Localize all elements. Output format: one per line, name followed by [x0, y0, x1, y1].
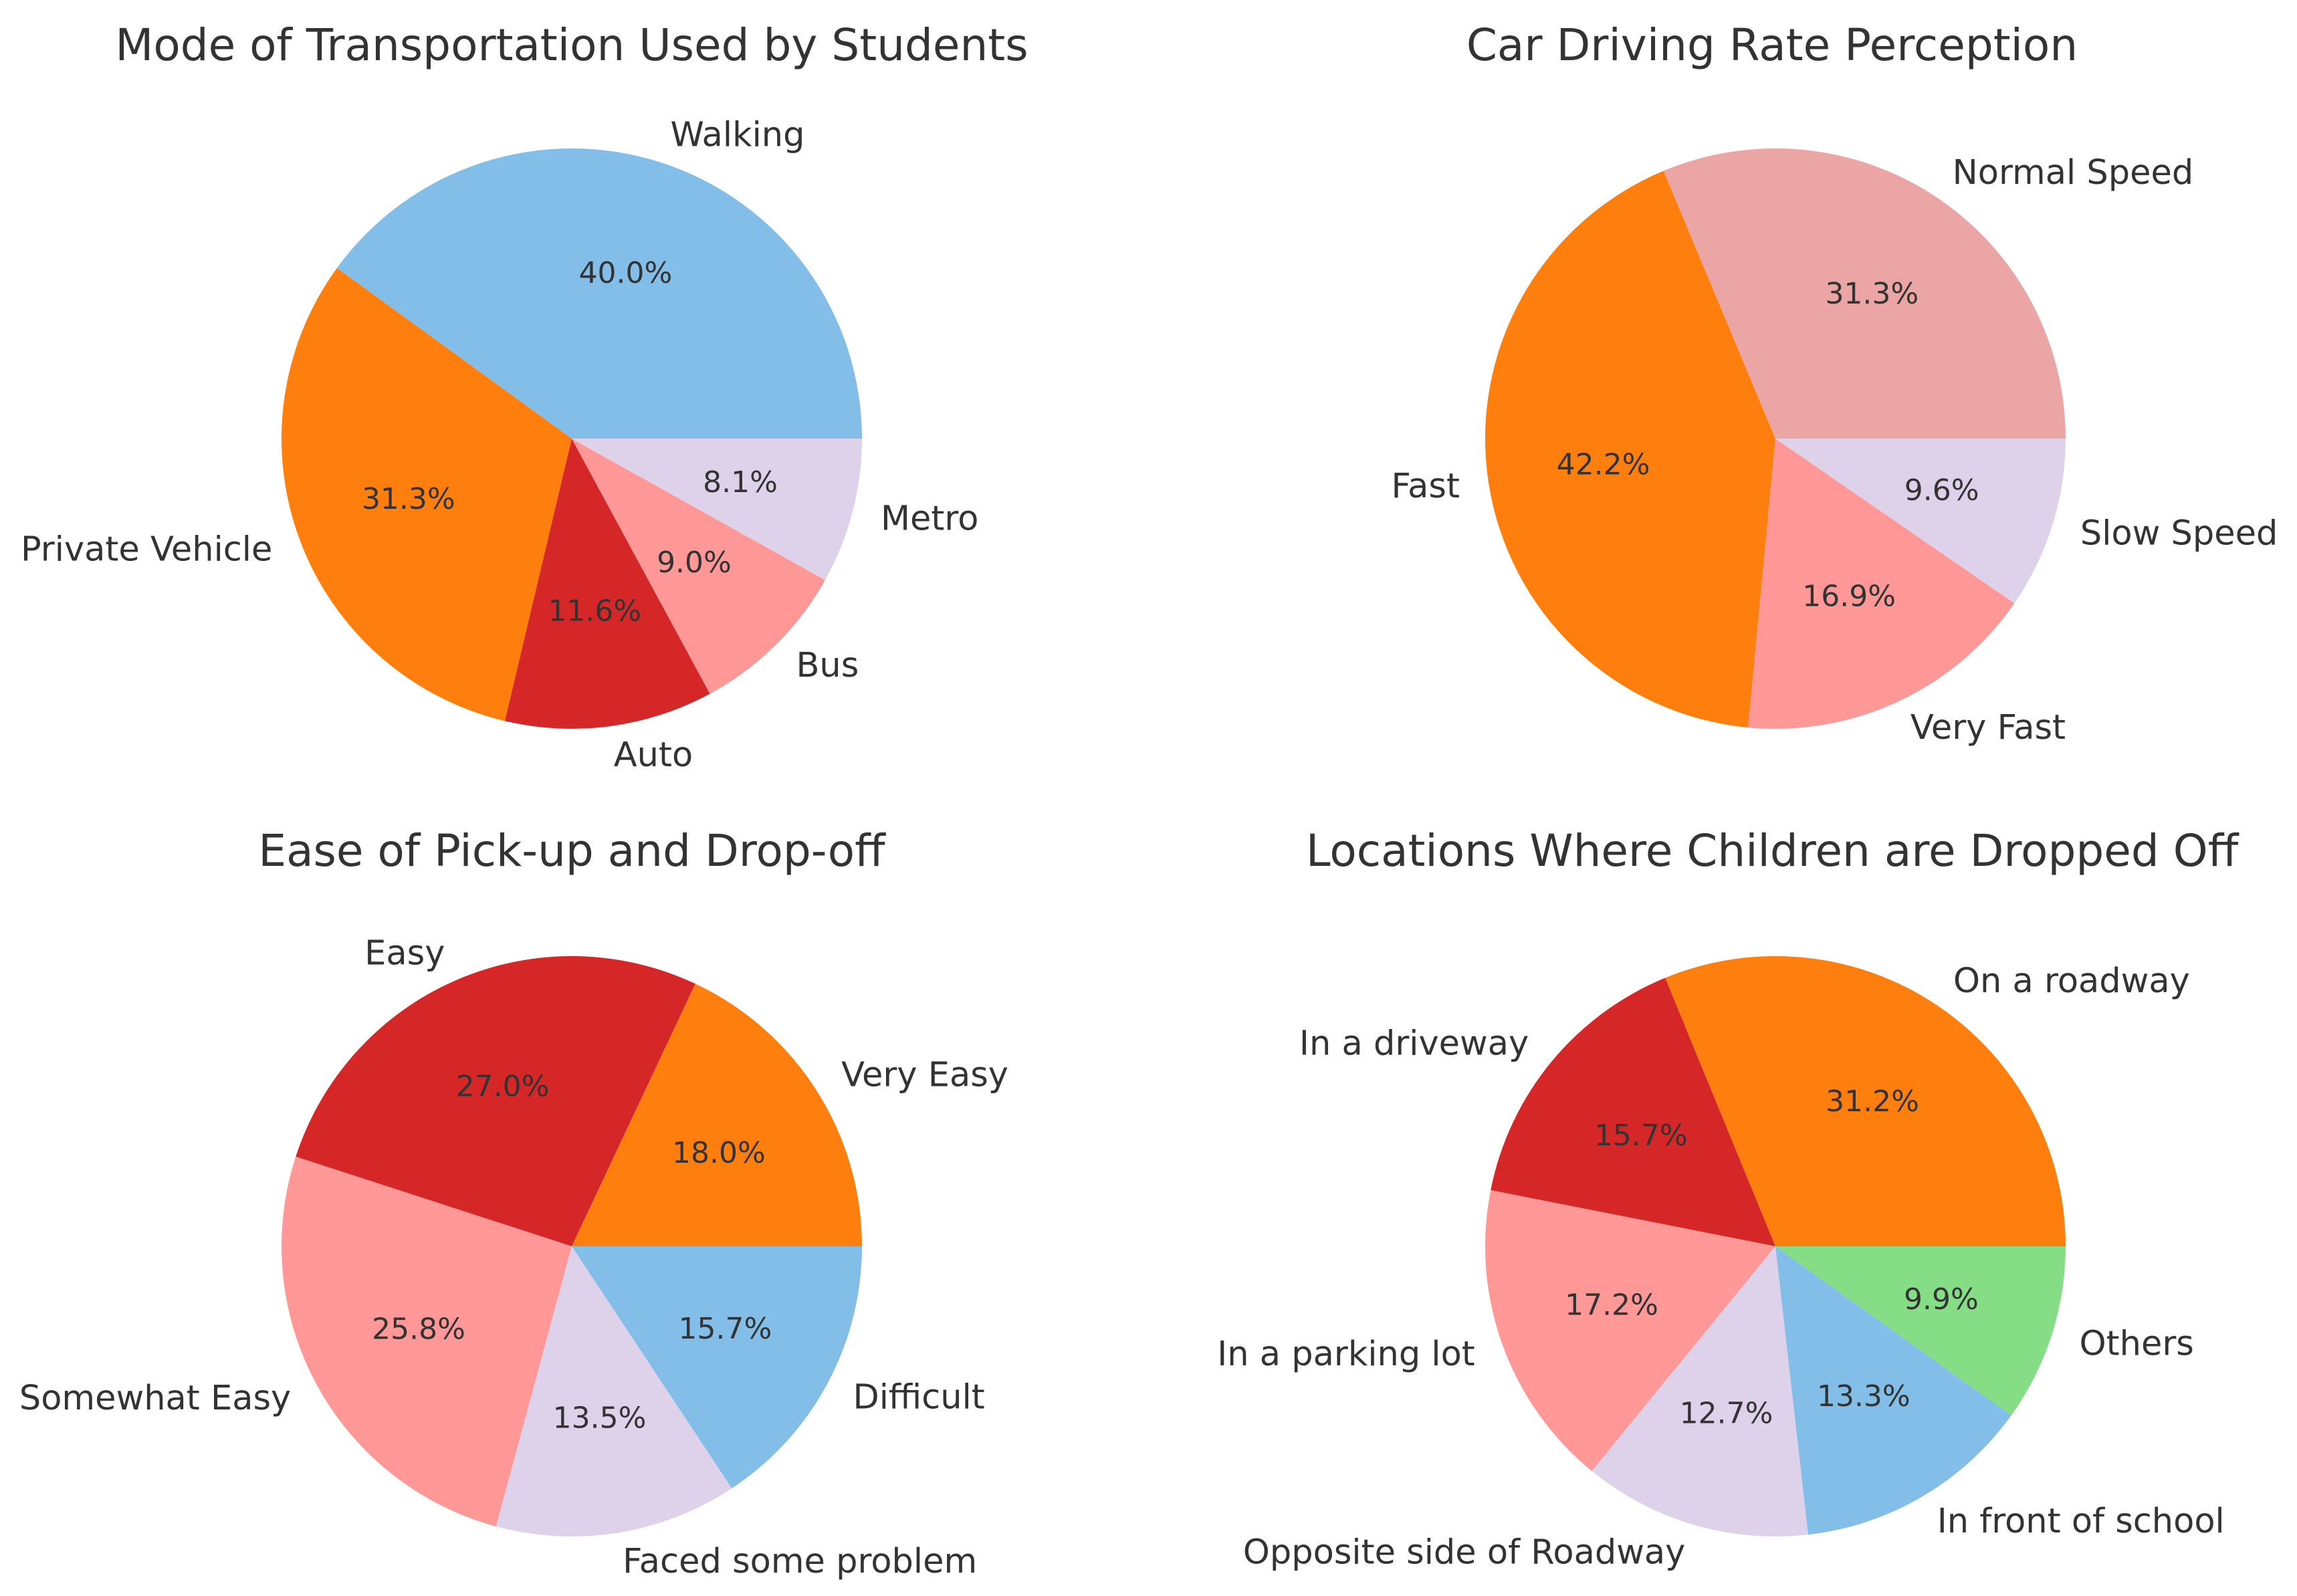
slice-label-slow-speed: Slow Speed: [2080, 514, 2278, 553]
percent-label-fast: 42.2%: [1557, 448, 1650, 482]
slice-label-metro: Metro: [881, 499, 978, 539]
pie-slice-auto: [505, 439, 710, 729]
percent-label-on-a-roadway: 31.2%: [1826, 1085, 1919, 1119]
percent-label-somewhat-easy: 25.8%: [372, 1313, 465, 1347]
pie-slice-very-easy: [572, 984, 862, 1246]
slice-label-in-a-parking-lot: In a parking lot: [1217, 1335, 1475, 1374]
pie-slice-somewhat-easy: [282, 1156, 572, 1526]
chart-title: Locations Where Children are Dropped Off: [1306, 825, 2239, 877]
pie-slices: [282, 956, 862, 1536]
slice-label-difficult: Difficult: [853, 1378, 984, 1417]
slice-label-faced-some-problem: Faced some problem: [623, 1542, 977, 1581]
pie-slice-in-a-driveway: [1491, 978, 1775, 1246]
percent-label-auto: 11.6%: [548, 594, 641, 629]
chart-ease-of-pickup: Ease of Pick-up and Drop-off Very Easy 18…: [19, 825, 1008, 1581]
percent-label-in-a-parking-lot: 17.2%: [1565, 1288, 1658, 1323]
percent-label-others: 9.9%: [1904, 1282, 1979, 1317]
percent-label-slow-speed: 9.6%: [1904, 473, 1979, 507]
pie-slice-fast: [1485, 170, 1775, 728]
percent-label-difficult: 15.7%: [678, 1312, 772, 1346]
pie-slice-difficult: [572, 1246, 862, 1488]
percent-label-faced-some-problem: 13.5%: [553, 1401, 647, 1436]
slice-label-others: Others: [2079, 1325, 2193, 1364]
percent-label-in-a-driveway: 15.7%: [1594, 1119, 1688, 1153]
pie-slice-faced-some-problem: [496, 1246, 732, 1536]
pie-slice-in-a-parking-lot: [1485, 1189, 1775, 1472]
slice-label-in-a-driveway: In a driveway: [1299, 1024, 1529, 1063]
pie-slices: [1485, 956, 2066, 1536]
pie-slices: [1485, 148, 2066, 729]
chart-drop-off-locations: Locations Where Children are Dropped Off…: [1217, 825, 2239, 1573]
pie-slice-on-a-roadway: [1665, 956, 2066, 1246]
pie-slice-normal-speed: [1663, 148, 2066, 439]
pie-slice-bus: [572, 439, 825, 694]
percent-label-in-front-of-school: 13.3%: [1817, 1379, 1910, 1413]
chart-title: Ease of Pick-up and Drop-off: [258, 825, 886, 877]
pie-slice-walking: [336, 148, 863, 439]
percent-label-bus: 9.0%: [657, 546, 732, 580]
percent-label-very-fast: 16.9%: [1802, 579, 1896, 613]
pie-slice-private-vehicle: [282, 267, 572, 721]
pie-slice-in-front-of-school: [1775, 1246, 2011, 1535]
percent-label-metro: 8.1%: [703, 465, 778, 499]
slice-label-in-front-of-school: In front of school: [1937, 1502, 2225, 1541]
percent-label-easy: 27.0%: [456, 1070, 550, 1104]
percent-label-very-easy: 18.0%: [672, 1136, 766, 1170]
slice-label-very-fast: Very Fast: [1910, 708, 2066, 748]
slice-label-on-a-roadway: On a roadway: [1953, 961, 2190, 1001]
slice-label-easy: Easy: [364, 933, 445, 973]
pie-slice-very-fast: [1748, 439, 2015, 729]
pie-slice-easy: [296, 956, 695, 1246]
percent-label-normal-speed: 31.3%: [1825, 277, 1919, 311]
percent-label-opposite-side-of-roadway: 12.7%: [1680, 1396, 1773, 1430]
slice-label-very-easy: Very Easy: [841, 1056, 1008, 1095]
chart-car-driving-rate: Car Driving Rate Perception Normal Speed…: [1392, 19, 2278, 748]
slice-label-bus: Bus: [796, 646, 859, 685]
chart-mode-of-transportation: Mode of Transportation Used by Students …: [21, 19, 1028, 775]
slice-label-opposite-side-of-roadway: Opposite side of Roadway: [1243, 1533, 1686, 1573]
slice-label-somewhat-easy: Somewhat Easy: [19, 1379, 291, 1418]
percent-label-walking: 40.0%: [579, 256, 673, 290]
pie-slice-slow-speed: [1775, 439, 2066, 604]
slice-label-private-vehicle: Private Vehicle: [21, 530, 272, 569]
pie-slice-opposite-side-of-roadway: [1592, 1246, 1808, 1536]
slice-label-walking: Walking: [671, 115, 805, 154]
slice-label-auto: Auto: [614, 735, 693, 775]
chart-title: Car Driving Rate Perception: [1466, 19, 2078, 71]
pie-slice-metro: [572, 439, 862, 580]
slice-label-fast: Fast: [1392, 467, 1460, 506]
pie-slices: [282, 148, 863, 729]
chart-title: Mode of Transportation Used by Students: [115, 19, 1028, 71]
slice-label-normal-speed: Normal Speed: [1953, 153, 2194, 193]
percent-label-private-vehicle: 31.3%: [362, 482, 455, 516]
pie-slice-others: [1775, 1246, 2066, 1415]
